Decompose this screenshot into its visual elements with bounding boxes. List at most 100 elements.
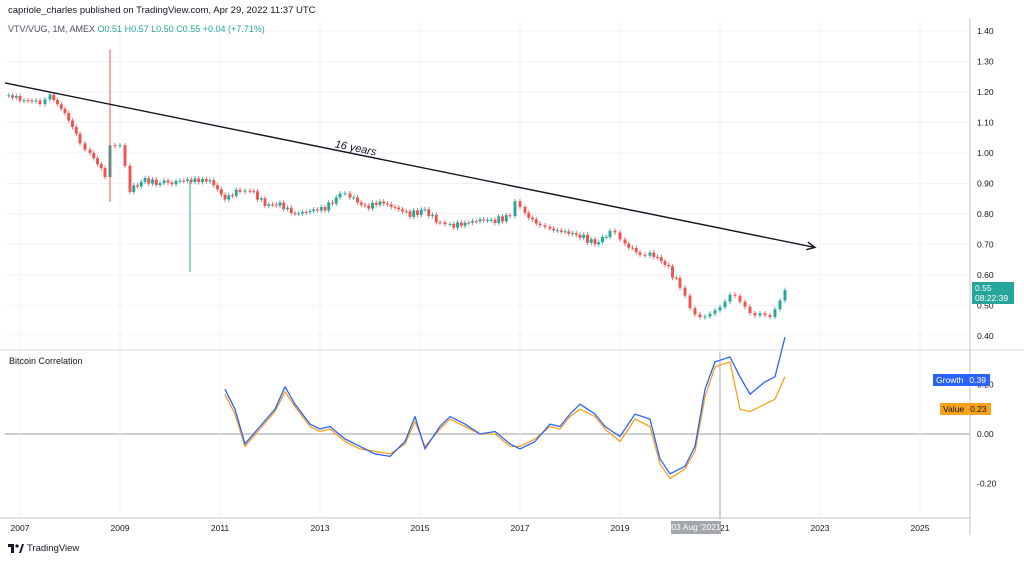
- candle-body: [643, 254, 647, 256]
- time-tick-label: 2013: [311, 523, 330, 533]
- candle-body: [652, 252, 656, 257]
- candle-body: [482, 219, 486, 221]
- candle-body: [56, 99, 59, 105]
- candle-body: [513, 201, 517, 217]
- candle-body: [34, 100, 38, 102]
- candle-body: [174, 181, 178, 185]
- candle-body: [593, 239, 597, 245]
- candle-body: [508, 215, 512, 217]
- candle-body: [162, 180, 166, 184]
- candle-body: [382, 201, 386, 204]
- candle-body: [559, 230, 563, 232]
- change-value: +0.04 (+7.71%): [202, 24, 265, 34]
- candle-body: [467, 222, 471, 224]
- candle-body: [586, 234, 589, 243]
- candle-body: [527, 212, 531, 218]
- bar-countdown: 08:22:39: [975, 293, 1009, 303]
- indicator-title: Bitcoin Correlation: [9, 356, 83, 366]
- candle-body: [7, 95, 11, 97]
- candle-body: [656, 256, 659, 258]
- candle-body: [367, 205, 371, 209]
- crosshair-date: 03 Aug '2021: [671, 521, 721, 534]
- candle-body: [416, 210, 419, 215]
- candle-body: [563, 231, 567, 233]
- candle-body: [197, 178, 201, 183]
- candle-body: [259, 198, 263, 200]
- candle-body: [523, 207, 527, 213]
- candle-body: [698, 314, 702, 318]
- candle-body: [143, 178, 147, 182]
- candle-body: [312, 209, 316, 212]
- open-value: O0.51: [97, 24, 123, 34]
- price-tick-label: 1.10: [977, 118, 994, 128]
- trendline-arrowhead: [806, 241, 817, 251]
- price-tick-label: 1.40: [977, 26, 994, 36]
- candle-body: [389, 204, 393, 207]
- candle-body: [531, 217, 534, 220]
- candle-body: [552, 228, 556, 231]
- candle-body: [728, 294, 732, 302]
- candle-body: [30, 100, 34, 102]
- candle-body: [227, 195, 231, 200]
- candle-body: [308, 211, 312, 213]
- brand-name: TradingView: [27, 543, 80, 554]
- candle-body: [743, 301, 747, 307]
- candle-body: [404, 211, 408, 213]
- candle-body: [393, 206, 397, 208]
- time-tick-label: 2015: [411, 523, 430, 533]
- candle-body: [638, 252, 642, 255]
- candle-body: [52, 94, 56, 100]
- correlation-line-growth: [224, 336, 786, 475]
- candle-body: [96, 158, 99, 165]
- candle-body: [123, 145, 127, 166]
- candle-body: [478, 219, 482, 222]
- candle-body: [297, 213, 301, 215]
- candle-body: [401, 209, 404, 212]
- candle-body: [604, 236, 608, 238]
- candle-body: [359, 202, 363, 205]
- candle-body: [597, 242, 601, 245]
- candle-body: [738, 295, 742, 302]
- value-value: 0.23: [967, 403, 992, 415]
- high-value: H0.57: [124, 24, 149, 34]
- candle-body: [26, 100, 30, 102]
- candle-body: [608, 230, 612, 237]
- candle-body: [378, 201, 382, 206]
- candle-body: [674, 277, 678, 279]
- candle-body: [497, 216, 501, 223]
- tradingview-brand[interactable]: TradingView: [8, 543, 79, 554]
- candle-body: [501, 216, 504, 222]
- candle-body: [713, 310, 717, 314]
- candle-body: [113, 145, 117, 147]
- candle-body: [582, 234, 586, 238]
- correlation-lines: [224, 336, 786, 480]
- candle-body: [118, 145, 122, 147]
- correlation-tick-label: 0.00: [977, 429, 994, 439]
- trendline-segment[interactable]: [4, 82, 816, 249]
- candle-body: [431, 214, 434, 216]
- candle-body: [99, 164, 103, 169]
- candle-body: [648, 252, 652, 256]
- candle-body: [67, 113, 71, 121]
- time-tick-label: 2011: [211, 523, 230, 533]
- price-tick-label: 0.80: [977, 209, 994, 219]
- grid-lines: [5, 22, 970, 516]
- candle-body: [316, 209, 319, 211]
- candle-body: [319, 207, 323, 211]
- trendline[interactable]: 16 years: [4, 82, 817, 251]
- candle-body: [763, 313, 767, 316]
- candle-body: [338, 193, 342, 198]
- publisher-line: capriole_charles published on TradingVie…: [8, 5, 316, 16]
- candle-body: [83, 143, 87, 150]
- time-tick-label: 2017: [511, 523, 530, 533]
- candle-body: [166, 180, 170, 183]
- candle-body: [578, 234, 582, 238]
- candle-body: [623, 239, 627, 244]
- candle-body: [128, 165, 132, 192]
- candle-body: [419, 209, 423, 215]
- candle-body: [452, 223, 456, 228]
- candle-body: [574, 233, 578, 235]
- tradingview-logo-icon: [8, 544, 24, 553]
- candle-body: [386, 203, 389, 205]
